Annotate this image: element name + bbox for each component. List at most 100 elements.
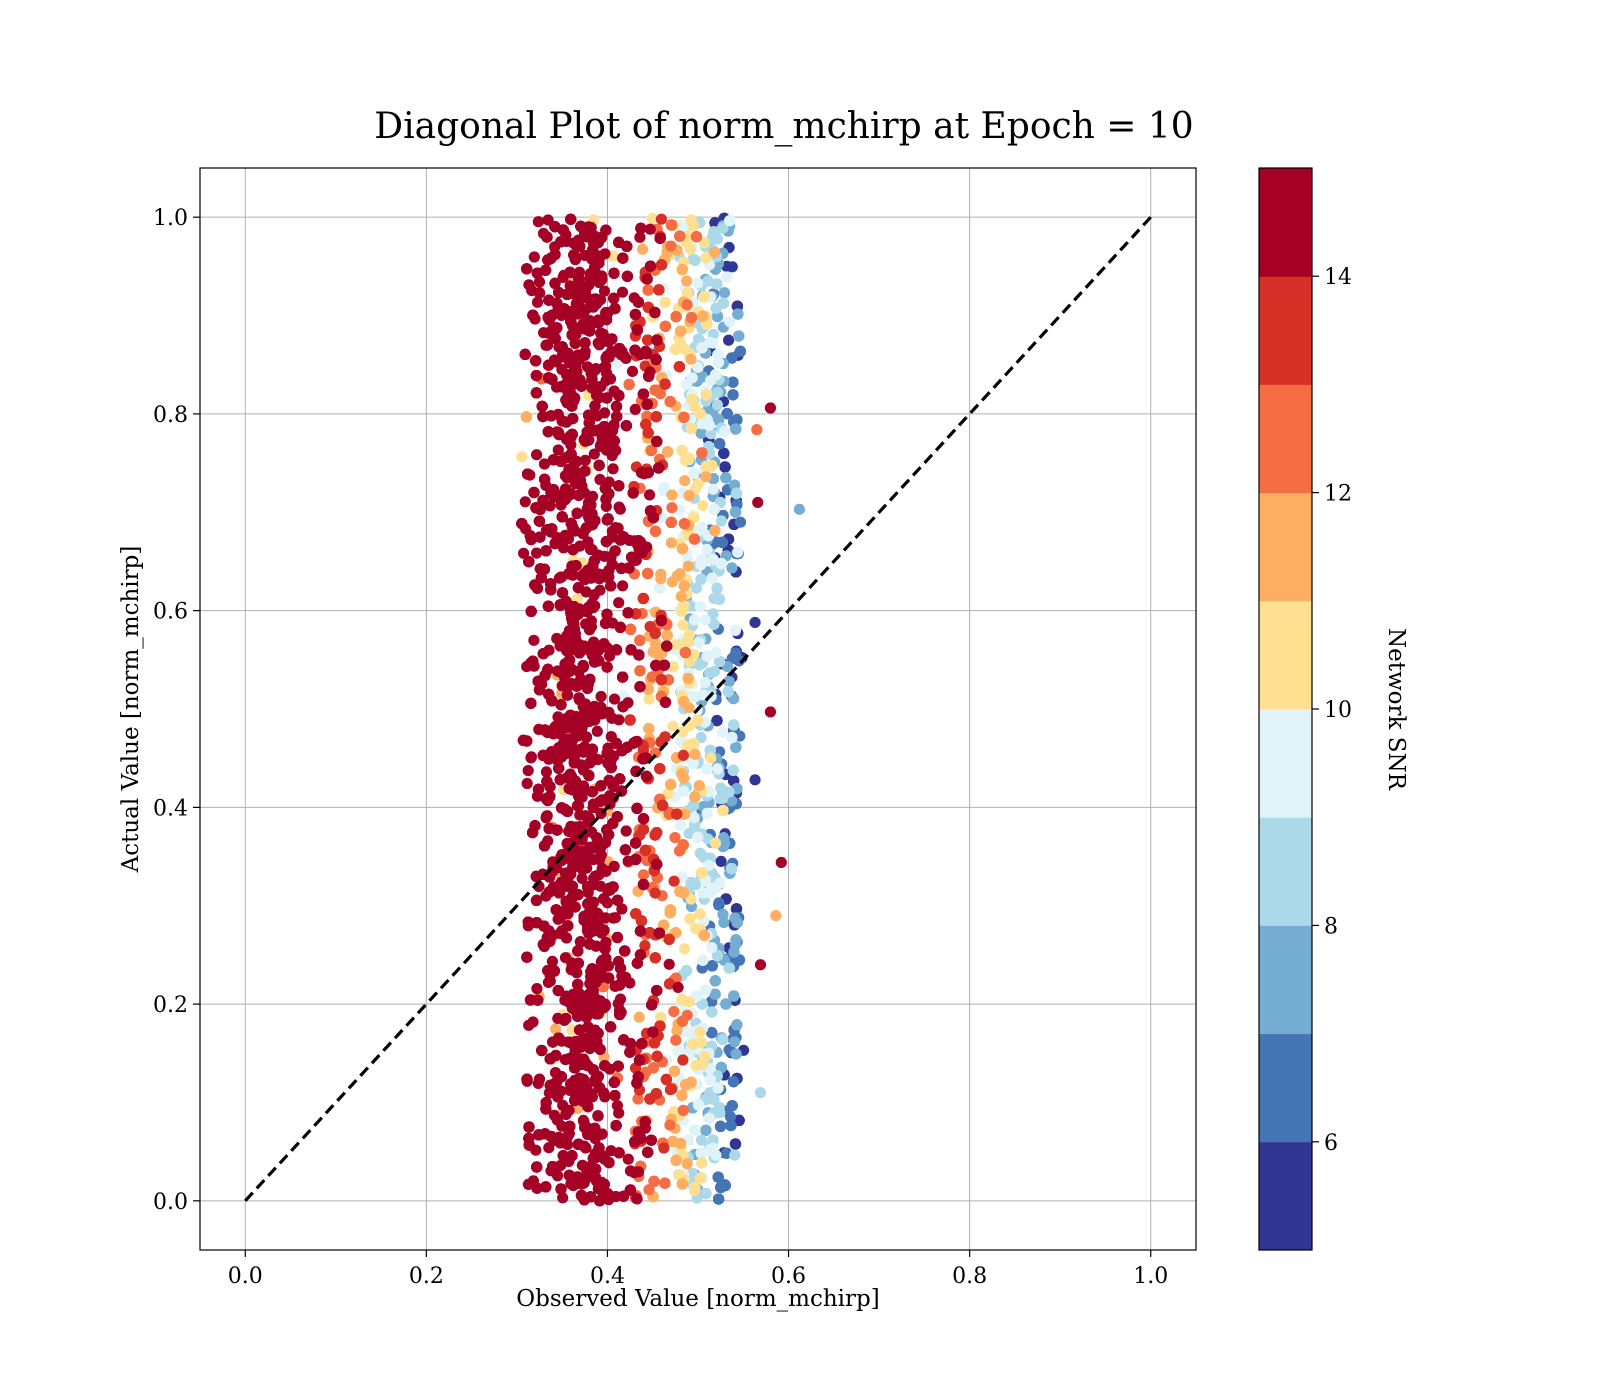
- scatter-point: [670, 311, 682, 323]
- scatter-point: [729, 624, 741, 636]
- scatter-point: [715, 558, 727, 570]
- scatter-point: [659, 1177, 671, 1189]
- scatter-point: [649, 887, 661, 899]
- scatter-point: [696, 447, 708, 459]
- scatter-point: [677, 619, 689, 631]
- scatter-point: [697, 310, 709, 322]
- scatter-point: [724, 316, 736, 328]
- scatter-point: [734, 345, 747, 357]
- scatter-point: [659, 320, 672, 332]
- scatter-point: [644, 621, 656, 633]
- scatter-point: [717, 804, 729, 817]
- scatter-point: [706, 572, 718, 584]
- scatter-point: [724, 215, 736, 227]
- scatter-point: [646, 999, 658, 1011]
- scatter-point: [730, 423, 742, 435]
- scatter-point: [701, 807, 713, 820]
- scatter-point: [688, 533, 701, 545]
- scatter-point: [694, 601, 706, 613]
- scatter-point: [709, 975, 721, 987]
- scatter-point: [694, 1026, 706, 1038]
- scatter-point: [725, 863, 738, 875]
- scatter-point: [637, 878, 650, 891]
- scatter-point: [639, 844, 652, 856]
- scatter-point: [729, 912, 741, 924]
- scatter-point: [682, 560, 694, 572]
- scatter-point: [711, 715, 723, 727]
- scatter-point: [682, 672, 694, 685]
- scatter-point: [712, 356, 725, 368]
- scatter-point: [721, 271, 733, 283]
- scatter-point: [671, 808, 683, 820]
- scatter-point: [720, 998, 732, 1010]
- scatter-point: [708, 226, 720, 238]
- scatter-point: [654, 232, 666, 244]
- scatter-point: [693, 1099, 705, 1111]
- scatter-point: [712, 414, 725, 426]
- scatter-point: [679, 943, 691, 955]
- scatter-point: [651, 985, 663, 997]
- scatter-point: [694, 908, 706, 920]
- scatter-point: [653, 284, 665, 296]
- scatter-point: [700, 389, 713, 401]
- scatter-point: [692, 831, 704, 844]
- scatter-point: [655, 568, 667, 580]
- scatter-point: [690, 231, 703, 243]
- scatter-point: [704, 1144, 716, 1156]
- scatter-point: [655, 674, 668, 686]
- scatter-point: [520, 411, 533, 423]
- scatter-point: [717, 1033, 729, 1045]
- scatter-point: [734, 516, 747, 528]
- scatter-point: [651, 858, 663, 870]
- scatter-point: [680, 1079, 692, 1091]
- scatter-point: [690, 1059, 702, 1071]
- scatter-point: [679, 475, 691, 487]
- scatter-point: [664, 1119, 676, 1131]
- scatter-point: [685, 422, 697, 434]
- scatter-point: [683, 702, 695, 714]
- scatter-point: [705, 752, 717, 764]
- scatter-point: [725, 1119, 737, 1132]
- scatter-point: [706, 1027, 718, 1039]
- scatter-point: [711, 582, 723, 595]
- scatter-point: [697, 954, 709, 967]
- scatter-point: [677, 1054, 689, 1066]
- scatter-point: [665, 778, 677, 791]
- scatter-point: [655, 213, 668, 225]
- scatter-point: [677, 1104, 689, 1116]
- scatter-point: [729, 1138, 742, 1150]
- scatter-point: [704, 1074, 716, 1086]
- scatter-point: [681, 378, 693, 390]
- scatter-point: [670, 1034, 682, 1046]
- scatter-point: [668, 875, 680, 887]
- scatter-point: [709, 837, 722, 849]
- scatter-point: [670, 1154, 682, 1166]
- scatter-point: [713, 1193, 725, 1205]
- scatter-point: [595, 690, 607, 703]
- scatter-point: [689, 1181, 701, 1194]
- scatter-point: [711, 763, 724, 775]
- scatter-point: [689, 401, 701, 413]
- scatter-point: [693, 637, 705, 649]
- scatter-point: [623, 378, 635, 391]
- scatter-point: [675, 590, 687, 603]
- scatter-point: [695, 1134, 708, 1146]
- scatter-point: [592, 1110, 604, 1122]
- scatter-point: [637, 592, 649, 605]
- scatter-point: [676, 1178, 689, 1190]
- scatter-point: [676, 768, 688, 780]
- scatter-point: [710, 369, 722, 381]
- scatter-point: [697, 500, 709, 512]
- scatter-point: [709, 525, 721, 537]
- scatter-point: [689, 1124, 701, 1136]
- scatter-point: [715, 515, 727, 527]
- scatter-point: [692, 277, 704, 289]
- scatter-point: [673, 361, 686, 373]
- scatter-point: [685, 312, 698, 324]
- scatter-point: [641, 273, 653, 285]
- scatter-point: [678, 411, 690, 423]
- scatter-point: [633, 1011, 645, 1023]
- scatter-point: [700, 1124, 712, 1136]
- scatter-point: [709, 246, 721, 258]
